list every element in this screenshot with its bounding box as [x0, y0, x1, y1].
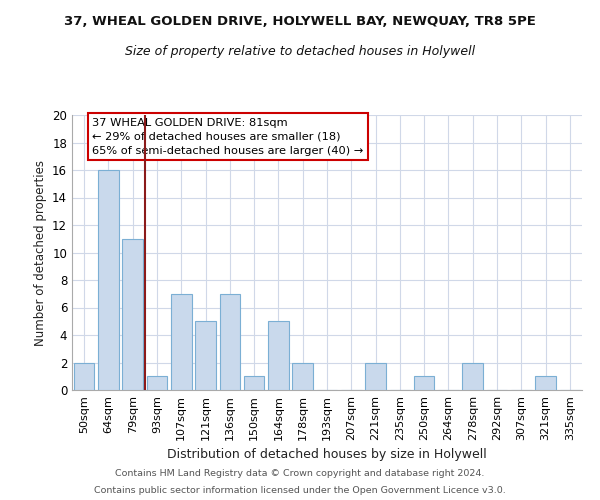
Bar: [220, 294, 240, 390]
Bar: [98, 170, 119, 390]
Bar: [74, 362, 94, 390]
Bar: [292, 362, 313, 390]
Bar: [171, 294, 191, 390]
Bar: [463, 362, 483, 390]
Bar: [146, 376, 167, 390]
Bar: [535, 376, 556, 390]
Bar: [268, 322, 289, 390]
Text: Size of property relative to detached houses in Holywell: Size of property relative to detached ho…: [125, 45, 475, 58]
Text: Contains public sector information licensed under the Open Government Licence v3: Contains public sector information licen…: [94, 486, 506, 495]
Bar: [122, 239, 143, 390]
Y-axis label: Number of detached properties: Number of detached properties: [34, 160, 47, 346]
Text: Contains HM Land Registry data © Crown copyright and database right 2024.: Contains HM Land Registry data © Crown c…: [115, 468, 485, 477]
Bar: [244, 376, 265, 390]
Bar: [365, 362, 386, 390]
Bar: [414, 376, 434, 390]
X-axis label: Distribution of detached houses by size in Holywell: Distribution of detached houses by size …: [167, 448, 487, 462]
Text: 37 WHEAL GOLDEN DRIVE: 81sqm
← 29% of detached houses are smaller (18)
65% of se: 37 WHEAL GOLDEN DRIVE: 81sqm ← 29% of de…: [92, 118, 364, 156]
Text: 37, WHEAL GOLDEN DRIVE, HOLYWELL BAY, NEWQUAY, TR8 5PE: 37, WHEAL GOLDEN DRIVE, HOLYWELL BAY, NE…: [64, 15, 536, 28]
Bar: [195, 322, 216, 390]
